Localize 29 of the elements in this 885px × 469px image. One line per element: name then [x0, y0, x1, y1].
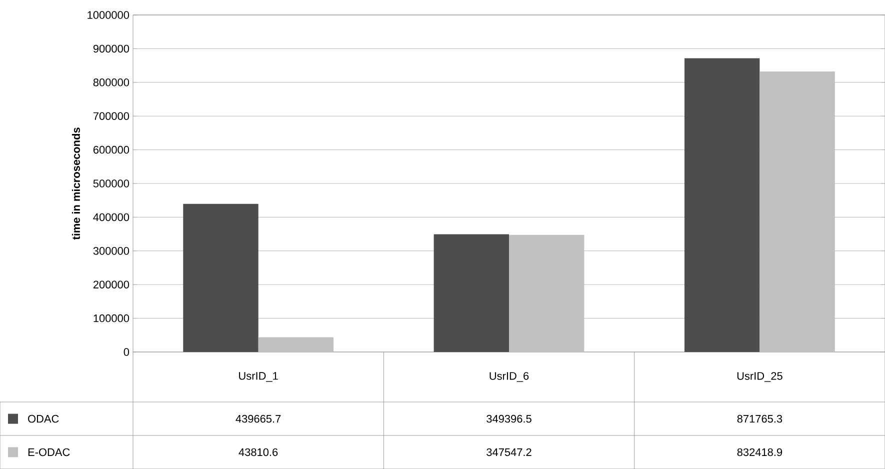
bar — [183, 204, 258, 352]
bar — [258, 337, 334, 352]
x-tick-label: UsrID_1 — [239, 372, 278, 382]
y-tick-label: 200000 — [93, 280, 130, 288]
x-tick-label: UsrID_6 — [490, 372, 529, 382]
y-tick-label: 300000 — [93, 247, 130, 255]
y-axis-title: time in microseconds — [72, 128, 80, 240]
data-label: 439665.7 — [236, 414, 281, 423]
y-tick-label: 100000 — [94, 314, 130, 322]
x-tick-label: UsrID_25 — [737, 372, 782, 382]
data-label: 871765.3 — [737, 414, 782, 423]
y-tick-label: 900000 — [93, 44, 130, 53]
y-tick-label: 1000000 — [88, 11, 130, 19]
y-tick-label: 0 — [124, 348, 130, 356]
y-tick-label: 600000 — [93, 146, 130, 154]
y-tick-label: 800000 — [93, 78, 130, 86]
legend-label: E-ODAC — [28, 448, 70, 456]
bar — [684, 58, 760, 352]
bar — [434, 234, 510, 352]
data-label: 832418.9 — [737, 448, 782, 456]
y-tick-label: 700000 — [93, 112, 130, 120]
legend-label: ODAC — [28, 414, 59, 423]
data-label: 349396.5 — [486, 414, 532, 423]
data-label: 347547.2 — [486, 448, 532, 456]
y-tick-label: 400000 — [93, 213, 130, 222]
bar — [760, 71, 835, 352]
y-tick-label: 500000 — [93, 180, 130, 188]
bar — [509, 234, 584, 352]
data-label: 43810.6 — [238, 448, 278, 456]
